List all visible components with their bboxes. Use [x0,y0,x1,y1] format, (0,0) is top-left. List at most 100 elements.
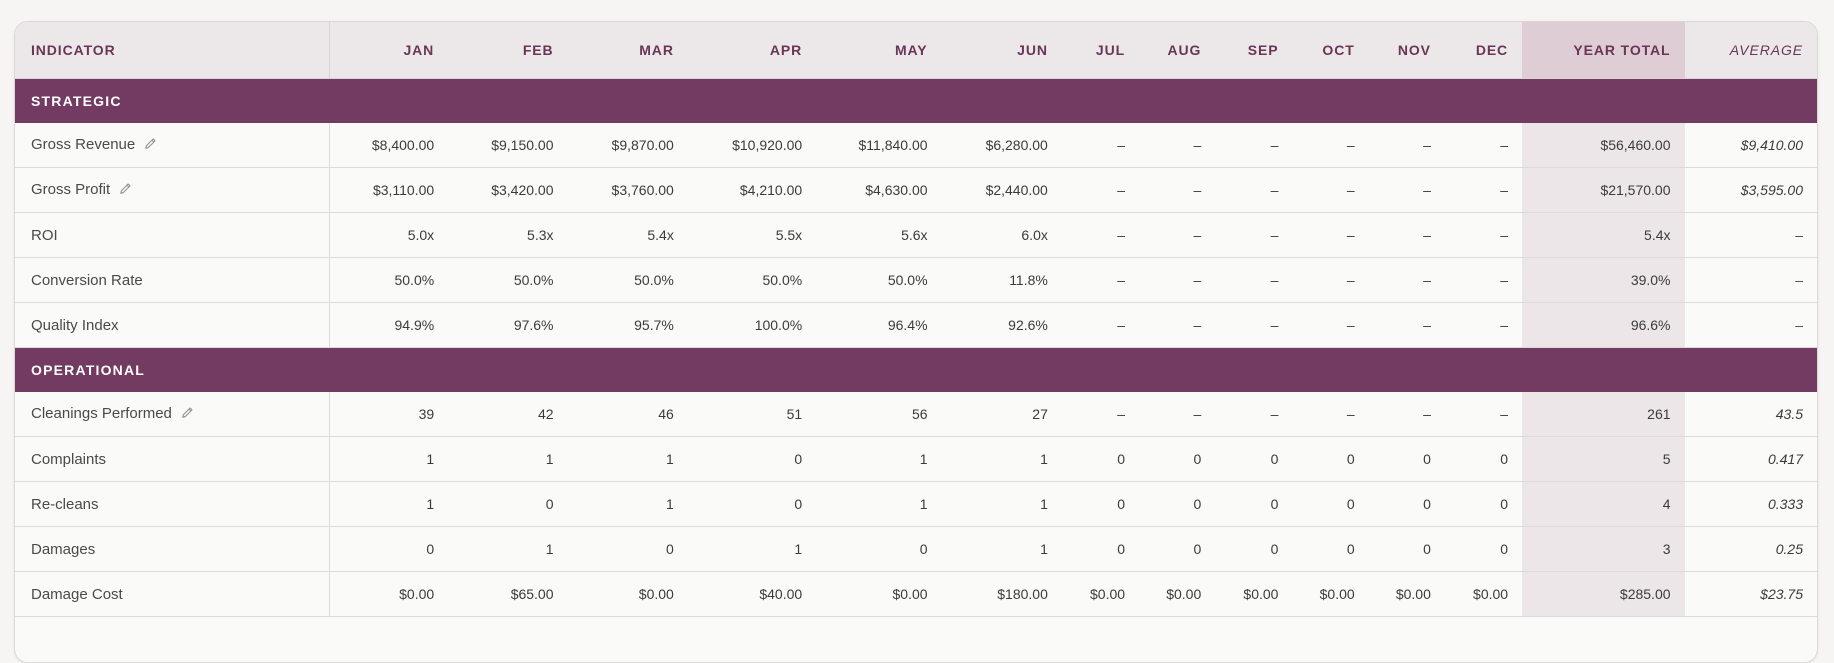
month-value-nov[interactable]: – [1368,212,1445,258]
month-value-feb[interactable]: $9,150.00 [448,123,568,168]
month-value-nov[interactable]: – [1368,392,1445,437]
column-header-dec[interactable]: DEC [1444,22,1523,79]
column-header-feb[interactable]: FEB [448,22,568,79]
month-value-sep[interactable]: – [1215,257,1293,303]
pencil-icon[interactable] [180,405,195,424]
column-header-year-total[interactable]: YEAR TOTAL [1522,22,1685,79]
month-value-mar[interactable]: 1 [567,481,688,527]
month-value-mar[interactable]: 50.0% [567,257,688,303]
month-value-nov[interactable]: – [1368,123,1445,168]
month-value-jan[interactable]: $8,400.00 [329,123,449,168]
pencil-icon[interactable] [118,181,133,200]
month-value-may[interactable]: 5.6x [816,212,942,258]
column-header-average[interactable]: AVERAGE [1684,22,1817,79]
month-value-jan[interactable]: $3,110.00 [329,167,449,213]
month-value-jul[interactable]: – [1061,167,1140,213]
month-value-jul[interactable]: 0 [1061,436,1140,482]
month-value-apr[interactable]: 0 [687,481,817,527]
month-value-apr[interactable]: 5.5x [687,212,817,258]
month-value-aug[interactable]: 0 [1139,436,1216,482]
month-value-jan[interactable]: $0.00 [329,571,449,617]
month-value-jun[interactable]: 6.0x [941,212,1062,258]
month-value-mar[interactable]: 46 [567,392,688,437]
month-value-oct[interactable]: $0.00 [1292,571,1369,617]
month-value-oct[interactable]: – [1292,302,1369,348]
month-value-feb[interactable]: 97.6% [448,302,568,348]
month-value-nov[interactable]: 0 [1368,436,1445,482]
month-value-jan[interactable]: 5.0x [329,212,449,258]
month-value-jan[interactable]: 50.0% [329,257,449,303]
month-value-may[interactable]: 1 [816,436,942,482]
month-value-jun[interactable]: 27 [941,392,1062,437]
month-value-apr[interactable]: $40.00 [687,571,817,617]
month-value-mar[interactable]: $0.00 [567,571,688,617]
month-value-jul[interactable]: 0 [1061,481,1140,527]
month-value-oct[interactable]: 0 [1292,526,1369,572]
month-value-feb[interactable]: $3,420.00 [448,167,568,213]
month-value-feb[interactable]: $65.00 [448,571,568,617]
month-value-nov[interactable]: – [1368,257,1445,303]
month-value-oct[interactable]: – [1292,123,1369,168]
month-value-dec[interactable]: 0 [1444,526,1523,572]
month-value-jul[interactable]: – [1061,123,1140,168]
month-value-aug[interactable]: – [1139,212,1216,258]
column-header-jan[interactable]: JAN [329,22,449,79]
month-value-mar[interactable]: $3,760.00 [567,167,688,213]
month-value-jun[interactable]: $6,280.00 [941,123,1062,168]
month-value-jul[interactable]: 0 [1061,526,1140,572]
month-value-nov[interactable]: – [1368,302,1445,348]
month-value-jul[interactable]: – [1061,212,1140,258]
column-header-oct[interactable]: OCT [1292,22,1369,79]
month-value-may[interactable]: $4,630.00 [816,167,942,213]
month-value-dec[interactable]: $0.00 [1444,571,1523,617]
month-value-oct[interactable]: – [1292,167,1369,213]
month-value-mar[interactable]: 5.4x [567,212,688,258]
month-value-may[interactable]: 0 [816,526,942,572]
month-value-nov[interactable]: 0 [1368,526,1445,572]
month-value-may[interactable]: 96.4% [816,302,942,348]
month-value-aug[interactable]: $0.00 [1139,571,1216,617]
month-value-jul[interactable]: – [1061,302,1140,348]
month-value-may[interactable]: $0.00 [816,571,942,617]
month-value-feb[interactable]: 1 [448,436,568,482]
month-value-dec[interactable]: – [1444,123,1523,168]
month-value-aug[interactable]: – [1139,123,1216,168]
month-value-jun[interactable]: 1 [941,481,1062,527]
month-value-oct[interactable]: 0 [1292,436,1369,482]
pencil-icon[interactable] [143,136,158,155]
month-value-apr[interactable]: $4,210.00 [687,167,817,213]
month-value-oct[interactable]: – [1292,392,1369,437]
month-value-may[interactable]: $11,840.00 [816,123,942,168]
month-value-jun[interactable]: 1 [941,526,1062,572]
month-value-jul[interactable]: – [1061,257,1140,303]
month-value-sep[interactable]: $0.00 [1215,571,1293,617]
month-value-oct[interactable]: 0 [1292,481,1369,527]
column-header-aug[interactable]: AUG [1139,22,1216,79]
column-header-indicator[interactable]: INDICATOR [15,22,331,79]
month-value-mar[interactable]: 95.7% [567,302,688,348]
month-value-sep[interactable]: 0 [1215,526,1293,572]
month-value-nov[interactable]: $0.00 [1368,571,1445,617]
column-header-jul[interactable]: JUL [1061,22,1140,79]
column-header-sep[interactable]: SEP [1215,22,1293,79]
month-value-jun[interactable]: $2,440.00 [941,167,1062,213]
month-value-aug[interactable]: – [1139,392,1216,437]
month-value-jan[interactable]: 1 [329,481,449,527]
month-value-may[interactable]: 50.0% [816,257,942,303]
month-value-jan[interactable]: 0 [329,526,449,572]
month-value-aug[interactable]: 0 [1139,526,1216,572]
month-value-dec[interactable]: 0 [1444,436,1523,482]
month-value-aug[interactable]: – [1139,167,1216,213]
month-value-sep[interactable]: 0 [1215,436,1293,482]
month-value-dec[interactable]: – [1444,302,1523,348]
month-value-sep[interactable]: – [1215,212,1293,258]
month-value-jan[interactable]: 1 [329,436,449,482]
month-value-apr[interactable]: 0 [687,436,817,482]
column-header-may[interactable]: MAY [816,22,942,79]
month-value-dec[interactable]: – [1444,212,1523,258]
month-value-mar[interactable]: $9,870.00 [567,123,688,168]
month-value-sep[interactable]: – [1215,392,1293,437]
month-value-jan[interactable]: 94.9% [329,302,449,348]
month-value-feb[interactable]: 5.3x [448,212,568,258]
month-value-sep[interactable]: – [1215,167,1293,213]
